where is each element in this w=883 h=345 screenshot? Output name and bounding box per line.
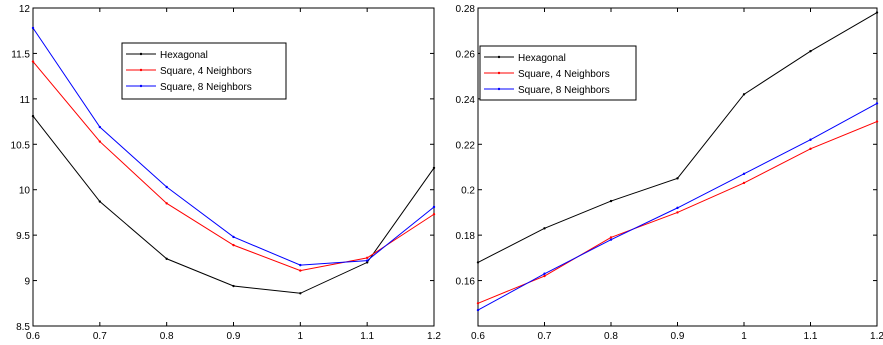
data-point (609, 199, 613, 203)
x-tick-label: 1 (741, 331, 747, 342)
legend-marker (497, 55, 501, 59)
x-tick-label: 1.1 (804, 331, 818, 342)
data-point (432, 166, 436, 170)
y-tick-label: 0.2 (461, 186, 475, 197)
x-tick-label: 1.2 (427, 331, 441, 342)
data-point (232, 235, 235, 239)
legend-label: Square, 4 Neighbors (518, 69, 610, 80)
y-tick-label: 0.22 (456, 140, 476, 151)
data-point (165, 185, 168, 189)
data-point (543, 227, 546, 230)
y-tick-label: 0.28 (456, 4, 476, 15)
data-point (742, 181, 746, 185)
data-point (676, 211, 679, 214)
data-point (432, 205, 436, 209)
y-tick-label: 0.16 (456, 277, 476, 288)
y-tick-label: 10 (19, 186, 31, 197)
x-tick-label: 0.6 (26, 331, 40, 342)
legend-label: Hexagonal (160, 50, 208, 61)
data-point (809, 147, 812, 151)
data-point (365, 256, 369, 260)
data-point (31, 26, 35, 30)
data-point (676, 206, 679, 210)
data-point (809, 138, 812, 141)
x-tick-label: 0.7 (93, 331, 107, 342)
chart-panel-1: 0.6 0.7 0.8 0.9 1 1.1 1.2 8.5 9 9.5 10 10.5 11 11.5 12… (11, 4, 442, 342)
legend-marker (497, 87, 501, 91)
data-point (365, 261, 369, 264)
legend-marker (139, 68, 143, 72)
x-tick-label: 0.6 (471, 331, 485, 342)
data-point (543, 272, 546, 275)
data-point (676, 177, 679, 180)
data-point (299, 269, 302, 272)
data-point (432, 213, 436, 216)
legend: Hexagonal Square, 4 Neighbors Square, 8 Ne… (121, 42, 287, 100)
data-point (98, 125, 102, 129)
x-tick-label: 0.7 (538, 331, 552, 342)
data-point (232, 284, 235, 288)
data-point (476, 261, 480, 264)
x-tick-label: 0.9 (227, 331, 241, 342)
data-point (31, 60, 35, 63)
y-tick-label: 0.26 (456, 49, 476, 60)
data-point (609, 236, 613, 239)
data-point (31, 114, 35, 118)
data-point (165, 202, 168, 205)
legend: Hexagonal Square, 4 Neighbors Square, 8 Ne… (479, 45, 637, 101)
data-point (165, 257, 168, 260)
legend-label: Hexagonal (518, 53, 566, 64)
y-tick-label: 0.24 (456, 95, 476, 106)
legend-marker (139, 52, 143, 56)
x-tick-label: 0.8 (160, 331, 174, 342)
data-point (232, 243, 235, 247)
legend-label: Square, 4 Neighbors (160, 66, 252, 77)
y-tick-label: 11 (20, 95, 31, 106)
x-tick-label: 1 (298, 331, 304, 342)
data-point (742, 172, 746, 176)
data-point (98, 140, 102, 143)
chart-panel-2: 0.6 0.7 0.8 0.9 1 1.1 1.2 0.16 0.18 0.2 0.22 0.24 0.… (456, 4, 883, 342)
y-tick-label: 8.5 (16, 322, 30, 333)
y-tick-label: 9 (24, 277, 30, 288)
data-point (476, 302, 480, 305)
data-point (299, 263, 302, 267)
y-tick-label: 0.18 (456, 231, 476, 242)
y-tick-label: 9.5 (16, 231, 30, 242)
y-tick-label: 10.5 (11, 140, 31, 151)
data-point (809, 49, 812, 53)
data-point (299, 292, 302, 295)
data-point (875, 11, 879, 14)
x-tick-label: 1.2 (870, 331, 883, 342)
legend-label: Square, 8 Neighbors (518, 85, 610, 96)
y-tick-label: 11.5 (11, 49, 30, 60)
data-point (476, 308, 480, 312)
y-tick-label: 12 (19, 4, 31, 15)
data-point (875, 102, 879, 105)
x-tick-label: 0.8 (604, 331, 618, 342)
data-point (875, 120, 879, 123)
x-tick-label: 1.1 (360, 331, 374, 342)
legend-marker (497, 71, 501, 75)
x-tick-label: 0.9 (671, 331, 685, 342)
data-point (98, 200, 102, 203)
data-point (742, 93, 746, 96)
legend-marker (139, 84, 143, 88)
data-point (365, 259, 369, 262)
data-point (543, 274, 546, 278)
legend-label: Square, 8 Neighbors (160, 82, 252, 93)
legend-box (121, 42, 287, 100)
data-point (609, 238, 613, 241)
